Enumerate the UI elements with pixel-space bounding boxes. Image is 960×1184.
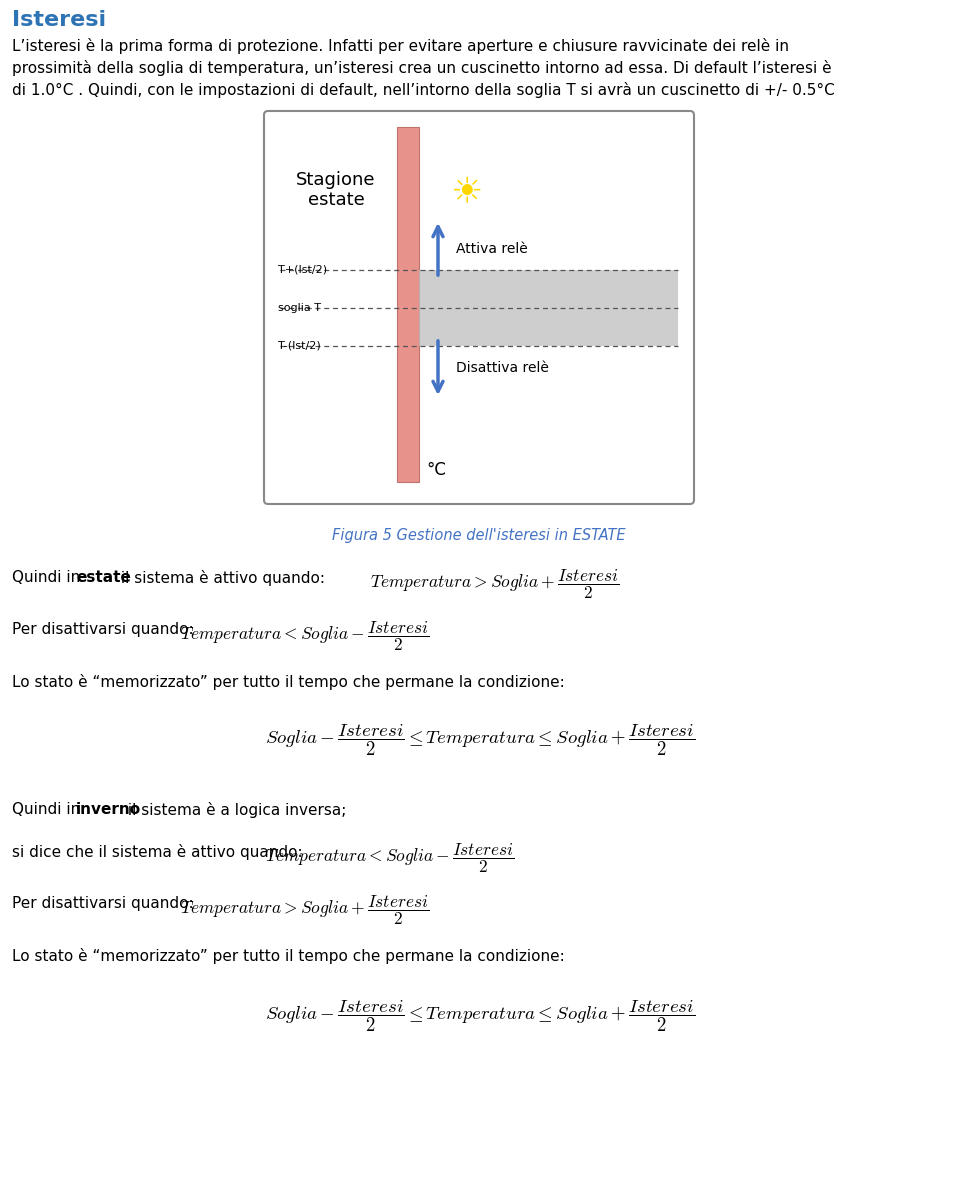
Bar	[419, 270, 678, 308]
Text: $Soglia - \dfrac{Isteresi}{2} \leq Temperatura \leq Soglia + \dfrac{Isteresi}{2}: $Soglia - \dfrac{Isteresi}{2} \leq Tempe…	[265, 998, 695, 1034]
Text: Attiva relè: Attiva relè	[456, 242, 528, 256]
Text: soglia T: soglia T	[278, 303, 321, 313]
Text: $Temperatura > Soglia + \dfrac{Isteresi}{2}$: $Temperatura > Soglia + \dfrac{Isteresi}…	[370, 568, 619, 601]
Text: Stagione
estate: Stagione estate	[297, 170, 375, 210]
Text: di 1.0°C . Quindi, con le impostazioni di default, nell’intorno della soglia T s: di 1.0°C . Quindi, con le impostazioni d…	[12, 82, 835, 98]
Bar	[419, 308, 678, 346]
Text: si dice che il sistema è attivo quando:: si dice che il sistema è attivo quando:	[12, 844, 307, 860]
Text: il sistema è attivo quando:: il sistema è attivo quando:	[116, 570, 325, 586]
Text: $Temperatura < Soglia - \dfrac{Isteresi}{2}$: $Temperatura < Soglia - \dfrac{Isteresi}…	[180, 620, 429, 654]
Text: Disattiva relè: Disattiva relè	[456, 361, 549, 375]
Bar	[397, 127, 419, 482]
Text: prossimità della soglia di temperatura, un’isteresi crea un cuscinetto intorno a: prossimità della soglia di temperatura, …	[12, 60, 831, 76]
Text: Lo stato è “memorizzato” per tutto il tempo che permane la condizione:: Lo stato è “memorizzato” per tutto il te…	[12, 674, 564, 690]
Text: Quindi in: Quindi in	[12, 802, 85, 817]
Text: °C: °C	[426, 461, 445, 480]
Text: L’isteresi è la prima forma di protezione. Infatti per evitare aperture e chiusu: L’isteresi è la prima forma di protezion…	[12, 38, 789, 54]
Text: T+(Ist/2): T+(Ist/2)	[278, 265, 327, 275]
Text: inverno: inverno	[76, 802, 141, 817]
Text: $Temperatura > Soglia + \dfrac{Isteresi}{2}$: $Temperatura > Soglia + \dfrac{Isteresi}…	[180, 894, 429, 927]
Text: ☀: ☀	[450, 176, 482, 210]
FancyBboxPatch shape	[264, 111, 694, 504]
Text: $Temperatura < Soglia - \dfrac{Isteresi}{2}$: $Temperatura < Soglia - \dfrac{Isteresi}…	[265, 842, 515, 875]
Text: Isteresi: Isteresi	[12, 9, 107, 30]
Text: T-(Ist/2): T-(Ist/2)	[278, 341, 321, 350]
Text: Per disattivarsi quando:: Per disattivarsi quando:	[12, 622, 199, 637]
Text: Per disattivarsi quando:: Per disattivarsi quando:	[12, 896, 199, 910]
Text: $Soglia - \dfrac{Isteresi}{2} \leq Temperatura \leq Soglia + \dfrac{Isteresi}{2}: $Soglia - \dfrac{Isteresi}{2} \leq Tempe…	[265, 722, 695, 758]
Text: Figura 5 Gestione dell'isteresi in ESTATE: Figura 5 Gestione dell'isteresi in ESTAT…	[332, 528, 626, 543]
Text: il sistema è a logica inversa;: il sistema è a logica inversa;	[123, 802, 347, 818]
Text: Lo stato è “memorizzato” per tutto il tempo che permane la condizione:: Lo stato è “memorizzato” per tutto il te…	[12, 948, 564, 964]
Text: estate: estate	[76, 570, 131, 585]
Text: Quindi in: Quindi in	[12, 570, 85, 585]
